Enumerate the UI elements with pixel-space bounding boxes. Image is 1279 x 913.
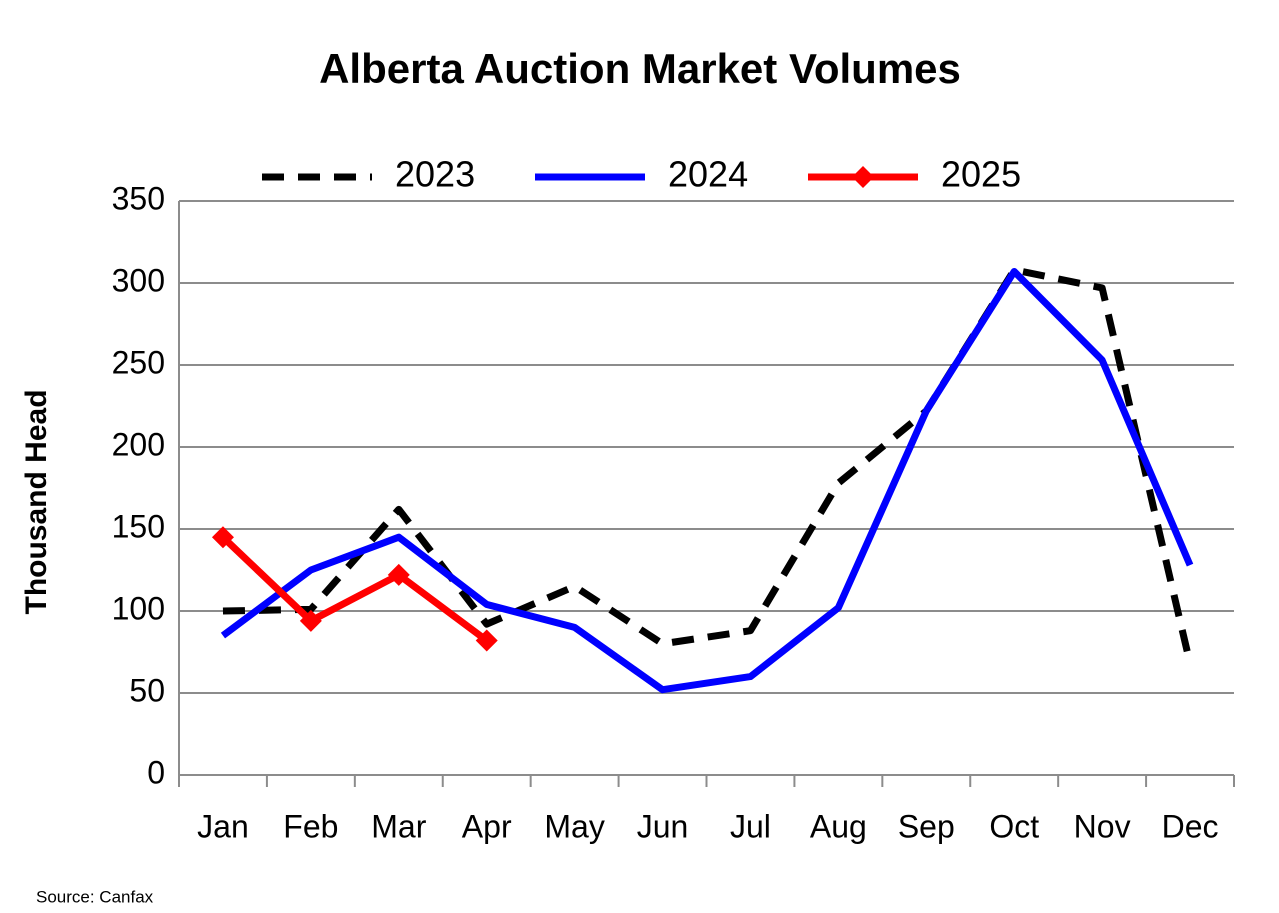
legend-label: 2025 bbox=[941, 154, 1021, 195]
legend-label: 2024 bbox=[668, 154, 748, 195]
chart-title: Alberta Auction Market Volumes bbox=[319, 45, 961, 92]
x-tick-label: Jan bbox=[197, 808, 249, 844]
y-tick-label: 100 bbox=[112, 590, 165, 626]
series-line bbox=[222, 266, 1194, 665]
y-tick-label: 250 bbox=[112, 344, 165, 380]
series-marker bbox=[211, 526, 234, 549]
x-tick-label: Dec bbox=[1162, 808, 1219, 844]
series-line bbox=[220, 268, 1194, 694]
x-tick-label: Mar bbox=[371, 808, 426, 844]
series-marker bbox=[387, 563, 410, 586]
legend-label: 2023 bbox=[395, 154, 475, 195]
y-tick-label: 300 bbox=[112, 262, 165, 298]
x-tick-label: Nov bbox=[1074, 808, 1131, 844]
series-marker bbox=[299, 609, 322, 632]
x-tick-label: Apr bbox=[462, 808, 512, 844]
y-tick-label: 150 bbox=[112, 508, 165, 544]
y-tick-label: 50 bbox=[129, 672, 165, 708]
x-tick-label: Oct bbox=[989, 808, 1039, 844]
x-tick-label: Aug bbox=[810, 808, 867, 844]
source: Source: Canfax bbox=[36, 887, 154, 906]
x-tick-label: Jul bbox=[730, 808, 771, 844]
series-marker bbox=[475, 629, 498, 652]
x-tick-label: Feb bbox=[283, 808, 338, 844]
series-line bbox=[220, 534, 489, 644]
x-tick-label: Jun bbox=[637, 808, 689, 844]
legend-marker bbox=[852, 166, 874, 188]
y-tick-label: 0 bbox=[147, 754, 165, 790]
y-tick-label: 200 bbox=[112, 426, 165, 462]
y-tick-label: 350 bbox=[112, 180, 165, 216]
x-tick-label: May bbox=[544, 808, 604, 844]
x-tick-label: Sep bbox=[898, 808, 955, 844]
y-axis-label: Thousand Head bbox=[20, 389, 53, 614]
